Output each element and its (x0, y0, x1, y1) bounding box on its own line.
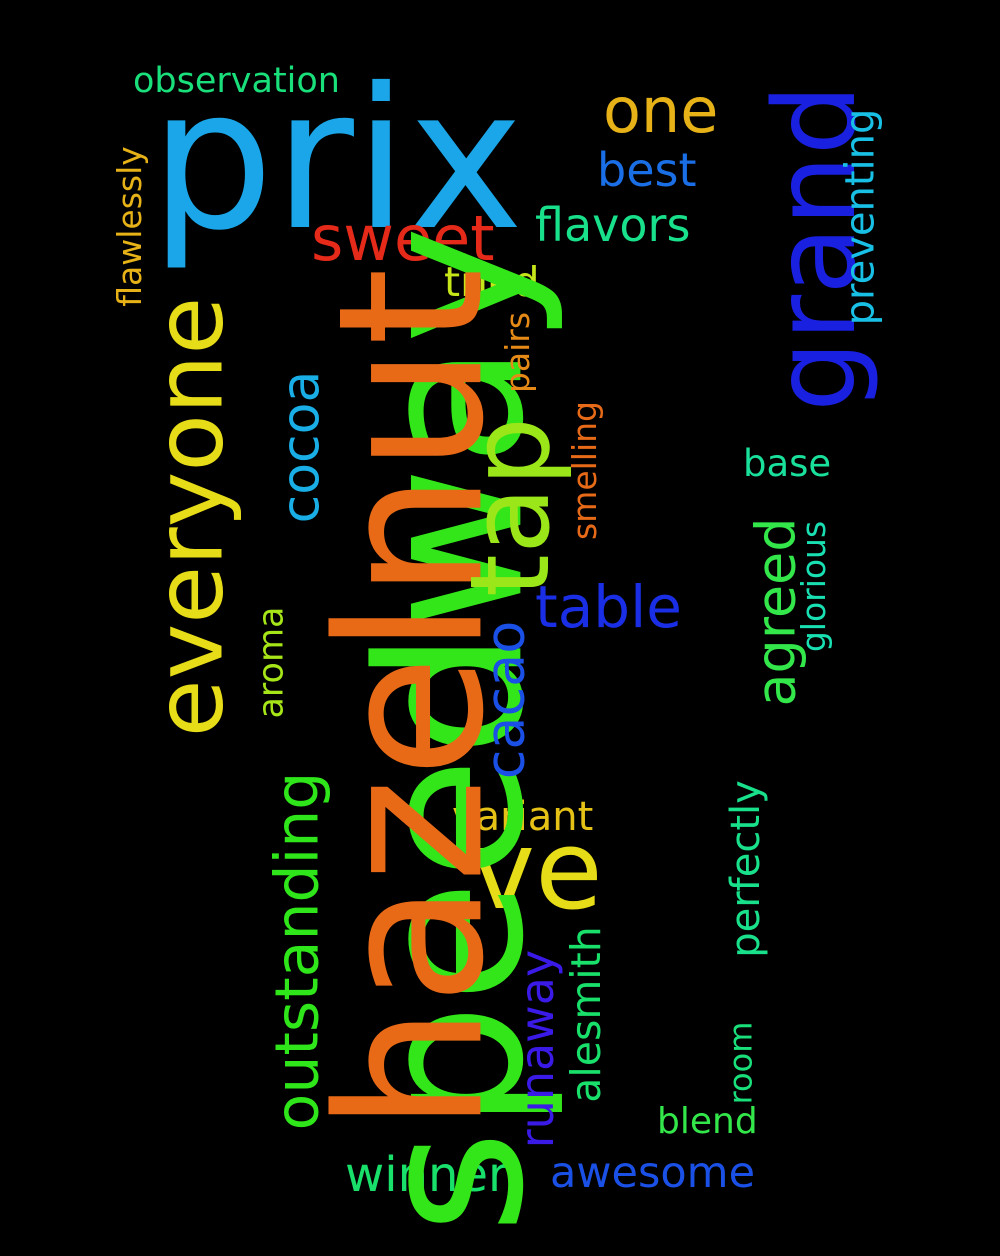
word-sweet: sweet (311, 202, 495, 275)
word-variant: variant (452, 794, 594, 840)
word-observation: observation (133, 61, 340, 101)
word-room: room (721, 1021, 760, 1105)
word-best: best (597, 143, 697, 197)
word-flawlessly: flawlessly (109, 146, 149, 307)
word-table: table (535, 573, 682, 641)
word-base: base (743, 442, 832, 485)
word-alesmith: alesmith (561, 926, 610, 1103)
word-glorious: glorious (794, 520, 834, 653)
word-winner: winner (345, 1147, 508, 1203)
word-everyone: everyone (135, 296, 245, 738)
word-flavors: flavors (535, 198, 691, 252)
word-smelling: smelling (565, 400, 605, 541)
word-aroma: aroma (251, 606, 292, 719)
word-ve: ve (470, 806, 603, 934)
word-perfectly: perfectly (722, 780, 769, 958)
word-one: one (603, 74, 719, 147)
word-runaway: runaway (510, 949, 565, 1149)
word-awesome: awesome (550, 1148, 756, 1198)
word-preventing: preventing (837, 108, 884, 326)
word-outstanding: outstanding (262, 771, 333, 1131)
word-cocoa: cocoa (271, 370, 332, 524)
word-prix: prix (150, 46, 524, 273)
word-pairs: pairs (498, 311, 538, 394)
word-cacao: cacao (473, 620, 537, 780)
word-tap: tap (446, 416, 575, 598)
word-tried: tried (444, 258, 540, 306)
word-blend: blend (657, 1101, 758, 1142)
